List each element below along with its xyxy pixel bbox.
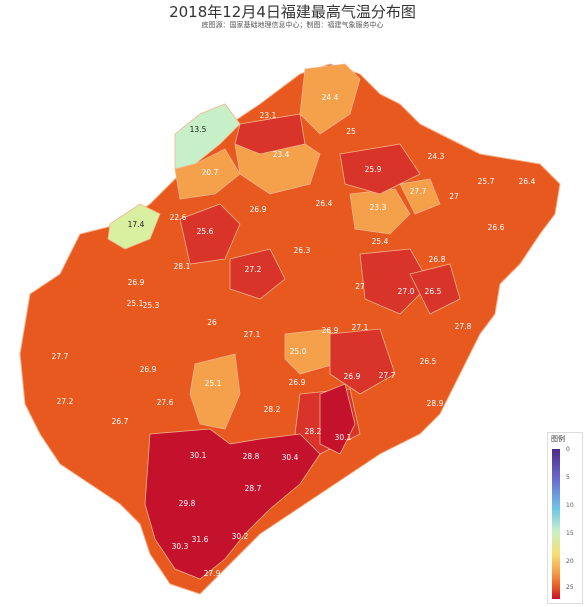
station-temp-label: 28.1 [174, 262, 191, 271]
station-temp-label: 27.8 [455, 322, 472, 331]
legend [547, 432, 583, 604]
station-temp-label: 26.9 [250, 205, 267, 214]
station-temp-label: 23.3 [370, 203, 387, 212]
station-temp-label: 31.6 [192, 535, 209, 544]
station-temp-label: 25.0 [290, 347, 307, 356]
station-temp-label: 27.6 [157, 398, 174, 407]
station-temp-label: 27.1 [352, 323, 369, 332]
station-temp-label: 26.7 [112, 417, 129, 426]
station-temp-label: 30.1 [335, 433, 352, 442]
station-temp-label: 27 [355, 282, 365, 291]
region-w-red [179, 203, 241, 265]
station-temp-label: 26.5 [425, 287, 442, 296]
station-temp-label: 13.5 [190, 125, 207, 134]
station-temp-label: 30.2 [232, 532, 249, 541]
station-temp-label: 26.9 [128, 278, 145, 287]
region-south-deepred [144, 428, 321, 580]
station-temp-label: 30.1 [190, 451, 207, 460]
station-temp-label: 30.3 [172, 542, 189, 551]
station-temp-label: 26.5 [420, 357, 437, 366]
station-labels: 13.5 23.1 24.4 25 23.4 25.9 24.3 20.7 27 25.7 26.4… [52, 93, 536, 578]
station-temp-label: 26.8 [429, 255, 446, 264]
station-temp-label: 27.9 [204, 569, 221, 578]
region-e-red [359, 248, 431, 315]
station-temp-label: 23.1 [260, 111, 277, 120]
station-temp-label: 27 [449, 192, 459, 201]
region-coast-deepred [319, 383, 356, 455]
station-temp-label: 26.9 [140, 365, 157, 374]
region-south-lightorange [189, 353, 241, 430]
station-temp-label: 25.7 [478, 177, 495, 186]
station-temp-label: 25.3 [143, 301, 160, 310]
station-temp-label: 27.7 [379, 371, 396, 380]
station-temp-label: 26 [207, 318, 217, 327]
station-temp-label: 26.4 [519, 177, 536, 186]
station-temp-label: 22.6 [170, 213, 187, 222]
map-area[interactable]: 13.5 23.1 24.4 25 23.4 25.9 24.3 20.7 27 25.7 26.4… [0, 34, 585, 606]
legend-title: 图例 [551, 435, 565, 443]
station-temp-label: 20.7 [202, 168, 219, 177]
legend-tick: 15 [566, 530, 574, 537]
map-subtitle: 底图源：国家基础地理信息中心；制图：福建气象服务中心 [201, 21, 384, 29]
station-temp-label: 25.1 [127, 299, 144, 308]
station-temp-label: 25.1 [205, 379, 222, 388]
station-temp-label: 30.4 [282, 453, 299, 462]
region-mid-lightorange [284, 328, 336, 375]
station-temp-label: 26.9 [289, 378, 306, 387]
station-temp-label: 26.9 [344, 372, 361, 381]
region-coast-red [409, 263, 461, 315]
station-temp-label: 28.7 [245, 484, 262, 493]
region-w-yellowgreen [107, 203, 161, 250]
map-title: 2018年12月4日福建最高气温分布图 [169, 3, 416, 21]
station-temp-label: 26.6 [488, 223, 505, 232]
station-temp-label: 17.4 [128, 220, 145, 229]
station-temp-label: 29.8 [179, 499, 196, 508]
station-temp-label: 25 [346, 127, 356, 136]
station-temp-label: 28.2 [264, 405, 281, 414]
station-temp-label: 27.2 [245, 265, 262, 274]
legend-colorbar [552, 449, 560, 599]
station-temp-label: 25.9 [365, 165, 382, 174]
station-temp-label: 24.4 [322, 93, 339, 102]
station-temp-label: 28.9 [427, 399, 444, 408]
legend-tick: 20 [566, 558, 574, 565]
region-ne-red [339, 143, 421, 195]
station-temp-label: 25.4 [372, 237, 389, 246]
region-c-red [229, 248, 286, 300]
station-temp-label: 26.4 [316, 199, 333, 208]
fujian-map: 13.5 23.1 24.4 25 23.4 25.9 24.3 20.7 27 25.7 26.4… [19, 63, 561, 595]
station-temp-label: 24.3 [428, 152, 445, 161]
region-n-red [234, 113, 306, 155]
station-temp-label: 28.2 [305, 427, 322, 436]
station-temp-label: 28.8 [243, 452, 260, 461]
station-temp-label: 26.3 [294, 246, 311, 255]
station-temp-label: 26.9 [322, 326, 339, 335]
region-se-red [329, 328, 396, 395]
station-temp-label: 25.6 [197, 227, 214, 236]
station-temp-label: 27.2 [57, 397, 74, 406]
legend-tick: 10 [566, 502, 574, 509]
region-ne-lightorange [399, 178, 441, 215]
legend-tick: 5 [566, 474, 570, 481]
station-temp-label: 27.1 [244, 330, 261, 339]
station-temp-label: 27.7 [52, 352, 69, 361]
station-temp-label: 27.7 [410, 187, 427, 196]
station-temp-label: 27.0 [398, 287, 415, 296]
station-temp-label: 23.4 [273, 150, 290, 159]
legend-tick: 0 [566, 446, 570, 453]
legend-tick: 25 [566, 584, 574, 591]
